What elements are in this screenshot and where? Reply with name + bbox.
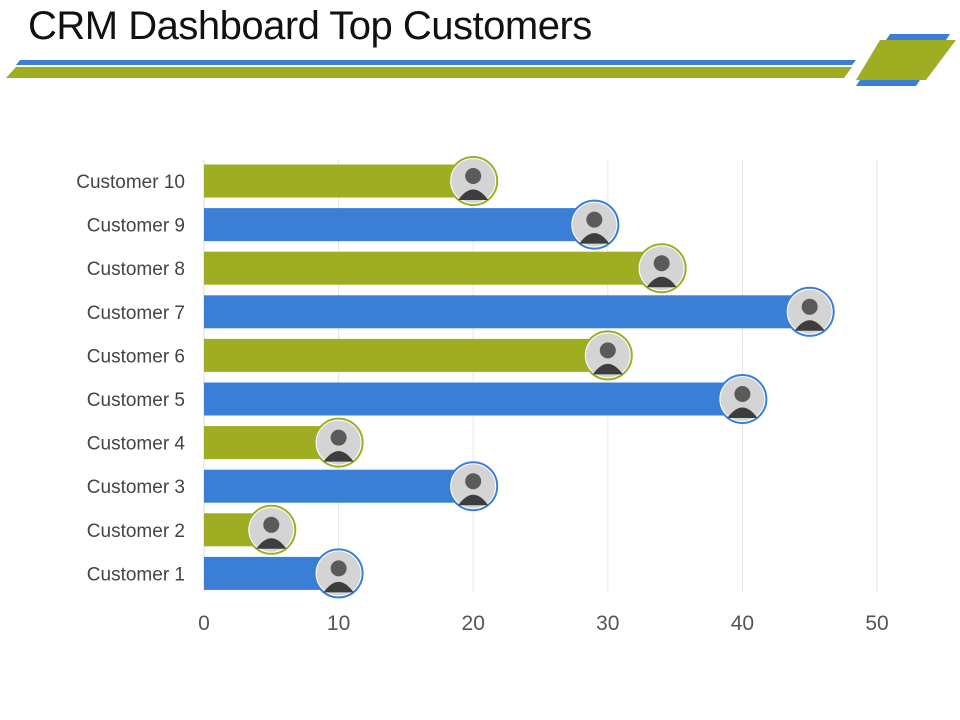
category-label: Customer 5 (87, 390, 185, 411)
avatar-head (599, 342, 616, 359)
avatar-shoulders (458, 494, 489, 506)
bar (204, 295, 810, 329)
page-title: CRM Dashboard Top Customers (28, 4, 592, 48)
avatar-shoulders (727, 407, 758, 418)
header-blue-stripe (16, 60, 856, 65)
bar (204, 382, 743, 416)
bar (204, 251, 662, 285)
header-green-stripe (6, 67, 852, 78)
avatar-shoulders (458, 189, 489, 200)
category-label: Customer 3 (87, 477, 185, 498)
header-green-parallelogram (856, 40, 956, 80)
category-label: Customer 4 (87, 434, 186, 455)
avatar-photo-icon (582, 330, 633, 381)
avatar-shoulders (579, 233, 610, 244)
category-label: Customer 10 (76, 172, 185, 193)
bar (204, 164, 474, 198)
bar (204, 338, 608, 372)
avatar-photo-icon (448, 156, 499, 206)
avatar-shoulders (256, 538, 287, 549)
category-label: Customer 6 (87, 346, 185, 367)
avatar-shoulders (323, 581, 354, 593)
x-tick-label: 10 (327, 612, 350, 635)
category-label: Customer 2 (87, 521, 185, 542)
avatar-photo-icon (313, 417, 364, 468)
avatar-shoulders (323, 451, 354, 462)
avatar-head (465, 473, 482, 490)
bar (204, 208, 595, 242)
header-decoration (6, 34, 956, 86)
avatar-head (263, 516, 280, 533)
x-tick-label: 0 (198, 612, 210, 635)
avatar-photo-icon (448, 461, 499, 512)
avatar-shoulders (646, 276, 677, 288)
x-tick-label: 20 (462, 612, 485, 635)
avatar-head (734, 386, 751, 402)
x-tick-label: 30 (596, 612, 619, 635)
x-tick-label: 40 (731, 612, 754, 635)
avatar-photo-icon (717, 374, 768, 424)
avatar-head (801, 298, 818, 315)
avatar-head (330, 560, 347, 577)
avatar-head (330, 429, 347, 446)
bar (204, 469, 474, 503)
x-tick-label: 50 (865, 612, 888, 635)
avatar-photo-icon (246, 504, 297, 555)
avatar-head (653, 255, 670, 272)
avatar-photo-icon (636, 243, 687, 294)
category-label: Customer 1 (87, 564, 185, 585)
category-label: Customer 9 (87, 216, 185, 237)
avatar-shoulders (592, 363, 623, 375)
avatar-photo-icon (784, 286, 835, 337)
category-label: Customer 8 (87, 259, 185, 280)
avatar-head (586, 211, 603, 228)
avatar-head (465, 168, 482, 184)
category-label: Customer 7 (87, 303, 185, 324)
avatar-shoulders (794, 320, 825, 331)
avatar-photo-icon (569, 199, 620, 250)
avatar-photo-icon (313, 548, 364, 599)
